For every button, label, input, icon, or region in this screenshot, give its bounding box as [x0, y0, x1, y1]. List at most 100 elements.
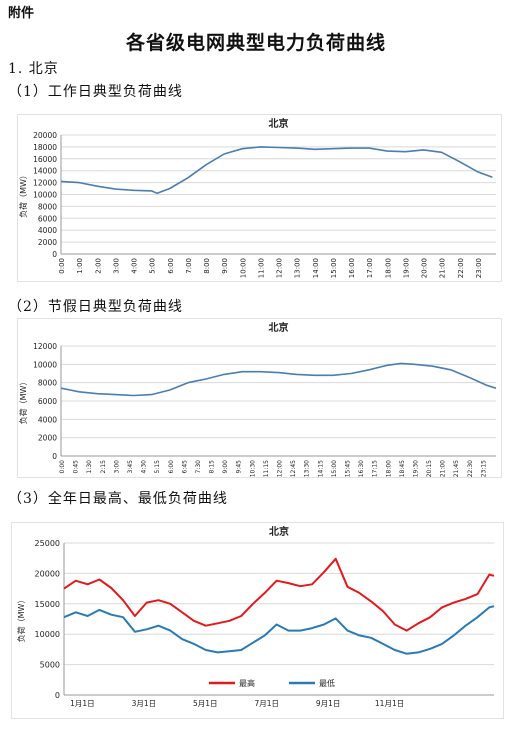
y-tick-label: 20000 — [33, 131, 57, 140]
x-tick-label: 0:00 — [58, 258, 66, 274]
y-tick-label: 8000 — [38, 379, 57, 388]
x-tick-label: 18:45 — [399, 460, 406, 477]
x-tick-label: 8:00 — [203, 258, 211, 274]
series-line — [63, 557, 495, 632]
x-tick-label: 5:00 — [149, 258, 157, 274]
x-tick-label: 4:00 — [131, 258, 139, 274]
x-tick-label: 12:00 — [276, 258, 284, 278]
x-tick-label: 3:00 — [113, 460, 120, 474]
legend-label: 最低 — [319, 678, 335, 688]
y-tick-label: 6000 — [38, 214, 57, 223]
y-tick-label: 16000 — [33, 155, 57, 164]
series-line — [60, 362, 497, 397]
x-tick-label: 22:30 — [467, 460, 474, 477]
workday-load-chart: 北京 0 2000 4000 6000 8000 10000 12000 14000 16000 1… — [17, 114, 502, 282]
subsection-heading-annual: （3）全年日最高、最低负荷曲线 — [8, 491, 228, 507]
y-tick-label: 4000 — [38, 226, 57, 235]
chart-title: 北京 — [269, 525, 289, 538]
holiday-load-chart: 北京 0 2000 4000 6000 8000 10000 12000 负荷（MW） 0:00 0… — [17, 318, 502, 478]
y-tick-label: 0 — [55, 691, 60, 700]
x-tick-label: 2:15 — [100, 460, 107, 474]
x-tick-label: 13:30 — [304, 460, 311, 477]
x-tick-label: 5:15 — [154, 460, 161, 474]
y-tick-label: 12000 — [33, 179, 57, 188]
x-tick-label: 20:00 — [421, 258, 429, 278]
x-tick-label: 16:00 — [348, 258, 356, 278]
x-tick-label: 15:45 — [344, 460, 351, 477]
y-tick-label: 12000 — [33, 342, 57, 351]
x-tick-label: 2:00 — [94, 258, 102, 274]
y-tick-label: 20000 — [35, 569, 60, 578]
x-tick-label: 0:45 — [73, 460, 80, 474]
x-tick-label: 1月1日 — [70, 699, 95, 708]
x-tick-label: 21:00 — [440, 460, 447, 477]
x-tick-label: 20:15 — [426, 460, 433, 477]
y-tick-label: 6000 — [38, 397, 57, 406]
x-tick-label: 9:45 — [236, 460, 243, 474]
legend-label: 最高 — [239, 678, 255, 688]
x-tick-label: 14:00 — [312, 258, 320, 278]
x-tick-label: 16:30 — [358, 460, 365, 477]
y-tick-label: 2000 — [38, 238, 57, 247]
x-tick-label: 23:15 — [480, 460, 487, 477]
x-tick-label: 23:00 — [475, 258, 483, 278]
y-tick-label: 10000 — [33, 360, 57, 369]
y-tick-label: 0 — [52, 250, 57, 259]
x-tick-label: 12:45 — [290, 460, 297, 477]
y-tick-label: 8000 — [38, 202, 57, 211]
y-tick-label: 0 — [52, 452, 57, 461]
x-tick-label: 7:30 — [195, 460, 202, 474]
y-tick-label: 5000 — [40, 661, 60, 670]
x-tick-label: 11:00 — [257, 258, 265, 278]
x-tick-label: 17:00 — [366, 258, 374, 278]
x-tick-label: 3:00 — [112, 258, 120, 274]
x-tick-label: 9:00 — [222, 460, 229, 474]
x-tick-label: 19:00 — [402, 258, 410, 278]
x-tick-label: 6:00 — [167, 258, 175, 274]
attachment-label: 附件 — [8, 6, 35, 21]
x-tick-label: 12:00 — [277, 460, 284, 477]
x-tick-label: 1:30 — [86, 460, 93, 474]
y-tick-label: 14000 — [33, 167, 57, 176]
x-tick-label: 8:15 — [209, 460, 216, 474]
chart-title: 北京 — [269, 321, 289, 334]
y-axis-label: 负荷（MW） — [18, 378, 28, 425]
y-tick-label: 10000 — [33, 191, 57, 200]
series-line — [60, 146, 493, 195]
x-tick-label: 19:30 — [412, 460, 419, 477]
x-tick-label: 17:15 — [372, 460, 379, 477]
x-tick-label: 1:00 — [76, 258, 84, 274]
document-title: 各省级电网典型电力负荷曲线 — [125, 32, 386, 54]
y-tick-label: 18000 — [33, 143, 57, 152]
x-tick-label: 21:45 — [453, 460, 460, 477]
x-tick-label: 22:00 — [457, 258, 465, 278]
x-tick-label: 7:00 — [185, 258, 193, 274]
x-tick-label: 18:00 — [384, 258, 392, 278]
x-tick-label: 6:45 — [181, 460, 188, 474]
x-tick-label: 11月1日 — [375, 699, 404, 708]
x-tick-label: 15:00 — [331, 460, 338, 477]
x-tick-label: 6:00 — [168, 460, 175, 474]
y-tick-label: 15000 — [35, 600, 60, 609]
x-tick-label: 0:00 — [59, 460, 66, 474]
y-tick-label: 10000 — [35, 630, 60, 639]
subsection-heading-workday: （1）工作日典型负荷曲线 — [8, 84, 183, 100]
x-tick-label: 9:00 — [221, 258, 229, 274]
x-tick-label: 9月1日 — [316, 699, 341, 708]
x-tick-label: 15:00 — [330, 258, 338, 278]
subsection-heading-holiday: （2）节假日典型负荷曲线 — [8, 299, 183, 315]
x-tick-label: 18:00 — [385, 460, 392, 477]
x-tick-label: 3:45 — [127, 460, 134, 474]
x-tick-label: 5月1日 — [193, 699, 218, 708]
x-tick-label: 4:30 — [141, 460, 148, 474]
x-tick-label: 3月1日 — [132, 699, 157, 708]
chart-title: 北京 — [269, 117, 289, 130]
y-tick-label: 25000 — [35, 539, 60, 548]
x-tick-label: 10:00 — [239, 258, 247, 278]
x-tick-label: 14:15 — [317, 460, 324, 477]
annual-high-low-chart: 北京 0 5000 10000 15000 20000 25000 负荷（MW） 1月1日 3月1… — [11, 522, 504, 719]
x-tick-label: 10:30 — [249, 460, 256, 477]
y-tick-label: 2000 — [38, 434, 57, 443]
y-axis-label: 负荷（MW） — [18, 171, 28, 218]
x-tick-label: 21:00 — [439, 258, 447, 278]
